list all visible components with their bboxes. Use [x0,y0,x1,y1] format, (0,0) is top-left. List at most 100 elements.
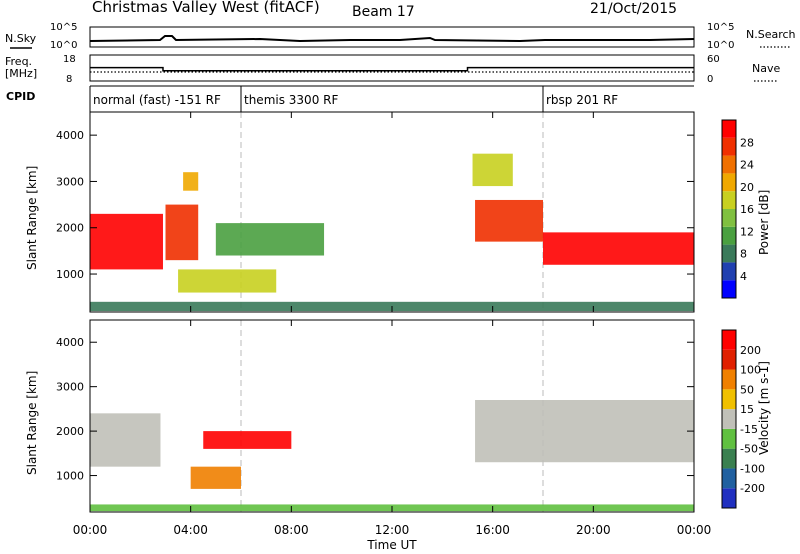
freq-tick-top: 18 [63,54,76,65]
power-yaxis: 4000 3000 2000 1000 [56,129,694,281]
colorbar-tick-label: -50 [740,443,758,456]
cpid-segment-label: themis 3300 RF [244,93,338,107]
colorbar-swatch [722,349,736,370]
colorbar-tick-label: -100 [740,462,765,475]
colorbar-tick-label: 12 [740,225,754,238]
nave-tick-top: 60 [707,54,720,65]
colorbar-frame [721,329,737,509]
beam-label: Beam 17 [352,4,415,20]
nsearch-label: N.Search [746,28,796,41]
colorbar-swatch [722,369,736,390]
scatter-region [543,232,694,265]
colorbar-swatch [722,137,736,156]
colorbar-tick-label: -200 [740,482,765,495]
x-tick-label: 12:00 [375,523,410,537]
x-tick-label: 16:00 [475,523,510,537]
noise-series [89,35,695,43]
noise-panel-frame [89,26,695,48]
x-tick-label: 00:00 [677,523,712,537]
y-tick-label: 4000 [56,336,84,349]
colorbar-swatch [722,209,736,227]
colorbar-swatch [722,191,736,209]
x-tick-label: 00:00 [73,523,108,537]
scatter-region [475,199,543,242]
scatter-region [190,466,241,489]
scatter-region [472,153,513,187]
y-tick-label: 1000 [56,268,84,281]
power-heatmap [90,112,694,312]
colorbar-swatch [722,280,736,298]
colorbar-tick-label: 24 [740,159,754,172]
noise-right-tick-bottom: 10^0 [707,40,734,51]
colorbar-tick-label: 20 [740,181,754,194]
y-tick-label: 3000 [56,381,84,394]
colorbar-swatch [722,244,736,263]
colorbar-swatch [722,488,736,508]
velocity-yaxis: 4000 3000 2000 1000 [56,336,694,483]
noise-left-tick-top: 10^5 [50,22,77,33]
y-tick-label: 4000 [56,129,84,142]
scatter-region [183,172,199,191]
y-tick-label: 2000 [56,222,84,235]
colorbar-tick-label: 15 [740,403,754,416]
scatter-region [90,213,163,270]
colorbar-swatch [722,448,736,469]
velocity-ylabel: Slant Range [km] [25,371,39,475]
colorbar-swatch [722,389,736,410]
colorbar-tick-label: -15 [740,423,758,436]
colorbar-swatch [722,226,736,245]
colorbar-frame [721,119,737,299]
time-axis: 00:00 04:00 08:00 12:00 16:00 20:00 00:00 [73,112,712,537]
date-label: 21/Oct/2015 [590,1,677,17]
colorbar-swatch [722,155,736,174]
power-colorbar-label: Power [dB] [757,190,771,255]
x-tick-label: 04:00 [173,523,208,537]
freq-label: Freq. [5,55,32,68]
scatter-region [215,223,325,256]
power-ylabel: Slant Range [km] [25,166,39,270]
colorbar-swatch [722,173,736,192]
colorbar-tick-label: 200 [740,344,761,357]
cpid-label: CPID [6,90,35,103]
scatter-region [203,431,292,449]
x-tick-label: 20:00 [576,523,611,537]
colorbar-swatch [722,428,736,449]
nave-label: Nave [752,62,780,75]
x-tick-label: 08:00 [274,523,309,537]
colorbar-tick-label: 100 [740,364,761,377]
cpid-segment-label: normal (fast) -151 RF [93,93,221,107]
colorbar-swatch [722,409,736,429]
y-tick-label: 3000 [56,175,84,188]
colorbar-tick-label: 8 [740,248,747,261]
xaxis-label: Time UT [366,538,417,552]
scatter-region [475,400,694,463]
cpid-segments: normal (fast) -151 RF themis 3300 RF rbsp … [89,86,618,112]
velocity-colorbar-label: Velocity [m s-1] [757,361,771,455]
y-tick-label: 1000 [56,470,84,483]
velocity-colorbar: 200 100 50 15 -15 -50 -100 -200 [721,329,765,509]
freq-unit-label: [MHz] [5,67,37,80]
frequency-series [90,66,694,72]
plot-title: Christmas Valley West (fitACF) [92,0,320,16]
cpid-segment-label: rbsp 201 RF [546,93,618,107]
y-tick-label: 2000 [56,425,84,438]
scatter-region [90,413,161,467]
noise-left-tick-bottom: 10^0 [50,40,77,51]
colorbar-tick-label: 50 [740,383,754,396]
power-colorbar: 28 24 20 16 12 8 4 [721,119,754,299]
colorbar-swatch [722,120,736,138]
nave-tick-bottom: 0 [707,74,713,85]
colorbar-tick-label: 28 [740,136,754,149]
colorbar-swatch [722,330,736,350]
noise-right-tick-top: 10^5 [707,22,734,33]
colorbar-swatch [722,262,736,281]
colorbar-tick-label: 4 [740,270,747,283]
scatter-region [165,204,199,261]
nsky-label: N.Sky [5,32,37,45]
freq-tick-bottom: 8 [66,74,72,85]
colorbar-swatch [722,468,736,489]
velocity-heatmap [90,320,694,512]
scatter-region [178,269,277,293]
colorbar-tick-label: 16 [740,203,754,216]
